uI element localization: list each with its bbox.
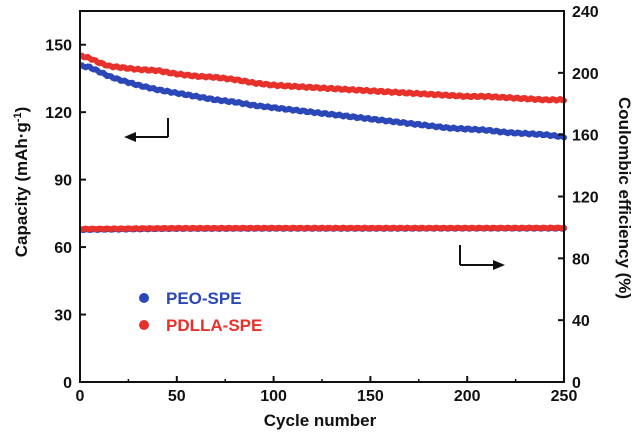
- y-right-tick-label: 0: [572, 375, 581, 392]
- y-right-tick-label: 120: [572, 190, 599, 207]
- y-left-tick-label: 60: [54, 240, 72, 257]
- legend-label-pdlla-spe: PDLLA-SPE: [166, 316, 262, 335]
- x-axis-label: Cycle number: [264, 411, 377, 430]
- legend: PEO-SPE PDLLA-SPE: [139, 289, 262, 335]
- legend-label-peo-spe: PEO-SPE: [166, 289, 242, 308]
- legend-marker-peo-spe: [139, 293, 149, 303]
- x-tick-label: 0: [76, 388, 85, 405]
- x-tick-label: 250: [551, 388, 578, 405]
- y-right-tick-label: 160: [572, 128, 599, 145]
- y-axis-right-label: Coulombic efficiency (%): [615, 97, 634, 299]
- legend-marker-pdlla-spe: [139, 320, 149, 330]
- plot-frame: [79, 10, 565, 383]
- y-left-tick-label: 0: [63, 375, 72, 392]
- y-right-tick-label: 240: [572, 4, 599, 21]
- x-tick-label: 50: [168, 388, 186, 405]
- y-axis-left-label: Capacity (mAh·g-1): [12, 107, 31, 258]
- x-tick-label: 100: [260, 388, 287, 405]
- y-left-tick-label: 120: [45, 105, 72, 122]
- y-right-tick-label: 200: [572, 66, 599, 83]
- right-axis-arrow: [459, 245, 505, 270]
- series-pdlla-spe: [78, 52, 567, 104]
- y-left-tick-label: 150: [45, 38, 72, 55]
- left-axis-arrow: [124, 118, 169, 142]
- y-right-tick-label: 40: [572, 313, 590, 330]
- y-left-tick-label: 30: [54, 308, 72, 325]
- y-left-tick-label: 90: [54, 173, 72, 190]
- x-tick-label: 200: [454, 388, 481, 405]
- series-pdlla-spe-ce: [78, 224, 567, 233]
- series-layer: [78, 52, 567, 234]
- series-peo-spe: [78, 62, 567, 141]
- y-right-tick-label: 80: [572, 251, 590, 268]
- x-tick-label: 150: [357, 388, 384, 405]
